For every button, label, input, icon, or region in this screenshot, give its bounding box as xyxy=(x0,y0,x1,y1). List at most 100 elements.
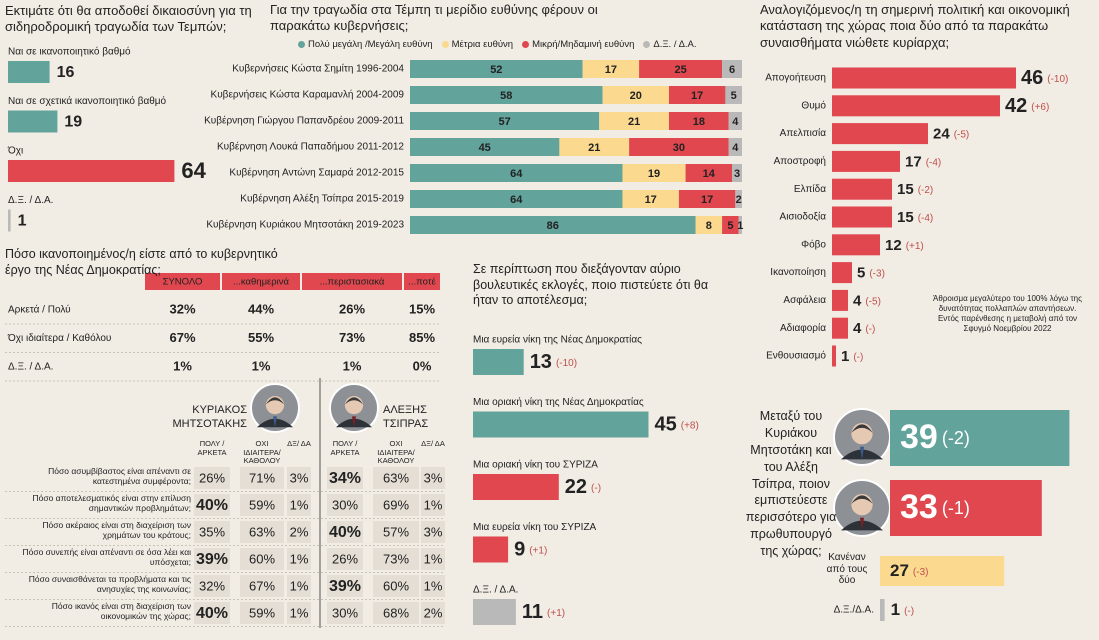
cell-bg xyxy=(194,494,230,516)
chart-title: Σε περίπτωση που διεξάγονταν αύριο βουλε… xyxy=(473,262,709,308)
value-label: 4 xyxy=(853,320,862,337)
cell-bg xyxy=(194,521,230,543)
category-label: Ικανοποίηση xyxy=(770,266,826,278)
change-label: (+6) xyxy=(1031,101,1049,112)
cell-value: 15% xyxy=(409,301,435,316)
value-label: 64 xyxy=(510,194,523,206)
value-label: 17 xyxy=(605,64,617,76)
category-label: Ασφάλεια xyxy=(783,294,826,306)
photo xyxy=(329,383,379,433)
cell-value: 63% xyxy=(383,470,409,485)
photo xyxy=(833,408,891,466)
category-label: Δ.Ξ./Δ.Α. xyxy=(834,605,874,616)
change-label: (-2) xyxy=(942,428,970,448)
cell-value: 1% xyxy=(424,497,443,512)
cell-value: 1% xyxy=(424,551,443,566)
cell-value: 67% xyxy=(169,330,195,345)
bar xyxy=(473,474,559,500)
value-group: 27 (-3) xyxy=(890,561,928,580)
value-label: 5 xyxy=(727,220,733,232)
column-header: ...περιστασιακά xyxy=(320,277,385,288)
value-label: 17 xyxy=(905,153,922,170)
bar xyxy=(832,317,848,339)
cell-value: 2% xyxy=(290,524,309,539)
value-label: 15 xyxy=(897,181,914,198)
legend-label: Μικρή/Μηδαμινή ευθύνη xyxy=(532,39,635,50)
bar xyxy=(832,67,1016,89)
cell-value: 71% xyxy=(249,470,275,485)
value-group: 15 (-2) xyxy=(897,181,933,198)
cell-bg xyxy=(421,494,445,516)
photo xyxy=(833,479,891,537)
photo-hair xyxy=(344,397,364,405)
cell-value: 39% xyxy=(329,578,361,595)
change-label: (-10) xyxy=(556,358,577,369)
category-label: Δ.Ξ. / Δ.Α. xyxy=(473,585,518,596)
category-label: Κυβερνήσεις Κώστα Σημίτη 1996-2004 xyxy=(232,63,404,75)
value-label: 21 xyxy=(588,142,600,154)
cell-bg xyxy=(327,467,363,489)
bar-segment xyxy=(622,164,686,182)
value-label: 19 xyxy=(64,114,82,131)
question: Πόσο συνεπής είναι απέναντι σε όσα λέει … xyxy=(22,547,191,567)
change-label: (-10) xyxy=(1047,74,1068,85)
bar-segment xyxy=(678,190,736,208)
value-group: 12 (+1) xyxy=(885,237,924,254)
category-label: Απελπισία xyxy=(780,127,827,139)
cell-bg xyxy=(240,548,284,570)
cell-value: 34% xyxy=(329,470,361,487)
value-group: 4 (-5) xyxy=(853,292,881,309)
change-label: (-) xyxy=(591,483,601,494)
legend: Πολύ μεγάλη /Μεγάλη ευθύνη Μέτρια ευθύνη Μ… xyxy=(298,39,758,51)
value-label: 52 xyxy=(490,64,502,76)
legend-item: Μικρή/Μηδαμινή ευθύνη xyxy=(522,39,634,51)
change-label: (-1) xyxy=(942,498,970,518)
legend-item: Πολύ μεγάλη /Μεγάλη ευθύνη xyxy=(298,39,433,51)
cell-value: 40% xyxy=(329,524,361,541)
column-header: ΟΧΙ ΙΔΙΑΙΤΕΡΑ/ ΚΑΘΟΛΟΥ xyxy=(377,439,415,466)
value-label: 3 xyxy=(734,168,740,180)
value-label: 22 xyxy=(565,476,587,498)
bar-segment xyxy=(728,138,742,156)
value-label: 45 xyxy=(655,414,677,436)
bar-segment xyxy=(410,216,696,234)
cell-bg xyxy=(373,575,419,597)
legend-swatch xyxy=(298,41,305,49)
photo-tie xyxy=(860,446,864,460)
value-group: 1 (-) xyxy=(891,600,914,619)
value-group: 24 (-5) xyxy=(933,126,969,143)
value-label: 58 xyxy=(500,90,512,102)
value-label: 17 xyxy=(645,194,657,206)
category-label: Κυβέρνηση Αλέξη Τσίπρα 2015-2019 xyxy=(240,193,404,205)
value-label: 4 xyxy=(732,116,739,128)
bar-segment xyxy=(602,86,669,104)
value-group: 1 (-) xyxy=(841,348,863,365)
bar xyxy=(890,410,1070,466)
category-label: Ναι σε ικανοποιητικό βαθμό xyxy=(8,46,131,58)
value-label: 57 xyxy=(498,116,510,128)
value-label: 17 xyxy=(691,90,703,102)
cell-value: 59% xyxy=(249,497,275,512)
category-label: Μια οριακή νίκη του ΣΥΡΙΖΑ xyxy=(473,459,598,471)
bar-segment xyxy=(410,164,623,182)
chart-title: Εκτιμάτε ότι θα αποδοθεί δικαιοσύνη για … xyxy=(5,3,252,35)
cell-value: 1% xyxy=(343,358,362,373)
category-label: Κυβέρνηση Αντώνη Σαμαρά 2012-2015 xyxy=(229,167,404,179)
value-group: 42 (+6) xyxy=(1005,95,1049,117)
bar xyxy=(8,110,58,133)
header-cell xyxy=(302,273,402,290)
chart-title: Για την τραγωδία στα Τέμπη τι μερίδιο ευ… xyxy=(270,2,598,34)
bar xyxy=(8,209,11,232)
bar-segment xyxy=(738,216,742,234)
bar-segment xyxy=(410,86,603,104)
bar-segment xyxy=(410,112,600,130)
change-label: (-3) xyxy=(913,567,929,578)
cell-bg xyxy=(327,494,363,516)
photo-hair xyxy=(851,495,873,504)
cell-bg xyxy=(327,521,363,543)
question: Πόσο αποτελεσματικός είναι στην επίλυση … xyxy=(32,493,191,513)
bar-segment xyxy=(410,60,583,78)
value-group: 5 (-3) xyxy=(857,265,885,282)
cell-bg xyxy=(421,575,445,597)
cell-bg xyxy=(327,602,363,624)
